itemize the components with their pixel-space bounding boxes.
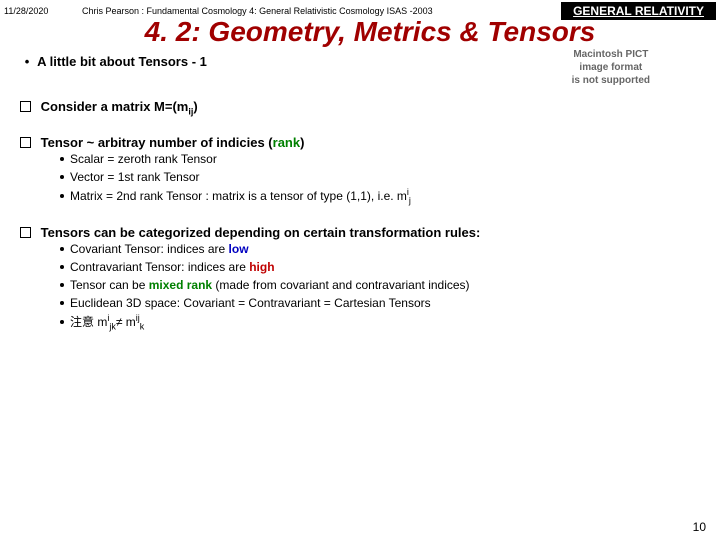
sub-item: Scalar = zeroth rank Tensor — [60, 150, 700, 168]
rank-word: rank — [273, 135, 300, 150]
dot-icon — [60, 247, 64, 251]
header-credit: Chris Pearson : Fundamental Cosmology 4:… — [74, 6, 561, 16]
text: (made from covariant and contravariant i… — [212, 278, 469, 292]
sub-item: Vector = 1st rank Tensor — [60, 168, 700, 186]
text: Euclidean 3D space: Covariant = Contrava… — [70, 296, 431, 310]
slide-body: • A little bit about Tensors - 1 Conside… — [0, 48, 720, 334]
low-word: low — [229, 242, 249, 256]
square-bullet-icon — [20, 101, 31, 112]
dot-icon — [60, 301, 64, 305]
header-date: 11/28/2020 — [4, 6, 74, 16]
text: m — [122, 315, 135, 329]
sub-item: 注意 mijk≠ mijk — [60, 312, 700, 334]
sub-item: Matrix = 2nd rank Tensor : matrix is a t… — [60, 186, 700, 208]
text: Contravariant Tensor: indices are — [70, 260, 249, 274]
square-bullet-icon — [20, 227, 31, 238]
section-heading-text: A little bit about Tensors - 1 — [37, 54, 207, 69]
missing-image-placeholder: Macintosh PICT image format is not suppo… — [572, 48, 650, 87]
text: ) — [300, 135, 304, 150]
placeholder-line: image format — [579, 62, 642, 73]
text: ) — [193, 99, 197, 114]
text: Tensor ~ arbitray number of indicies ( — [41, 135, 273, 150]
sub-item: Tensor can be mixed rank (made from cova… — [60, 276, 700, 294]
page-number: 10 — [693, 520, 706, 534]
dot-icon — [60, 265, 64, 269]
text: Matrix = 2nd rank Tensor : matrix is a t… — [70, 189, 407, 203]
sub-list: Covariant Tensor: indices are low Contra… — [20, 240, 700, 334]
slide-title: 4. 2: Geometry, Metrics & Tensors — [0, 16, 720, 48]
point-rank: Tensor ~ arbitray number of indicies (ra… — [20, 135, 700, 208]
text: Tensors can be categorized depending on … — [41, 225, 481, 240]
text: 注意 m — [70, 315, 107, 329]
mixed-word: mixed rank — [149, 278, 212, 292]
text: Vector = 1st rank Tensor — [70, 170, 200, 184]
subscript: k — [140, 322, 145, 332]
placeholder-line: is not supported — [572, 75, 650, 86]
dot-icon — [60, 194, 64, 198]
square-bullet-icon — [20, 137, 31, 148]
text: Consider a matrix M=(m — [41, 99, 189, 114]
sub-item: Contravariant Tensor: indices are high — [60, 258, 700, 276]
bullet-icon: • — [20, 54, 34, 69]
sub-list: Scalar = zeroth rank Tensor Vector = 1st… — [20, 150, 700, 208]
dot-icon — [60, 283, 64, 287]
dot-icon — [60, 320, 64, 324]
text: Tensor can be — [70, 278, 149, 292]
placeholder-line: Macintosh PICT — [573, 49, 648, 60]
text: Covariant Tensor: indices are — [70, 242, 229, 256]
sub-item: Covariant Tensor: indices are low — [60, 240, 700, 258]
point-transformation: Tensors can be categorized depending on … — [20, 225, 700, 334]
high-word: high — [249, 260, 274, 274]
text: Scalar = zeroth rank Tensor — [70, 152, 217, 166]
dot-icon — [60, 175, 64, 179]
subscript: j — [409, 195, 411, 205]
dot-icon — [60, 157, 64, 161]
point-matrix: Consider a matrix M=(mij) — [20, 99, 700, 117]
sub-item: Euclidean 3D space: Covariant = Contrava… — [60, 294, 700, 312]
